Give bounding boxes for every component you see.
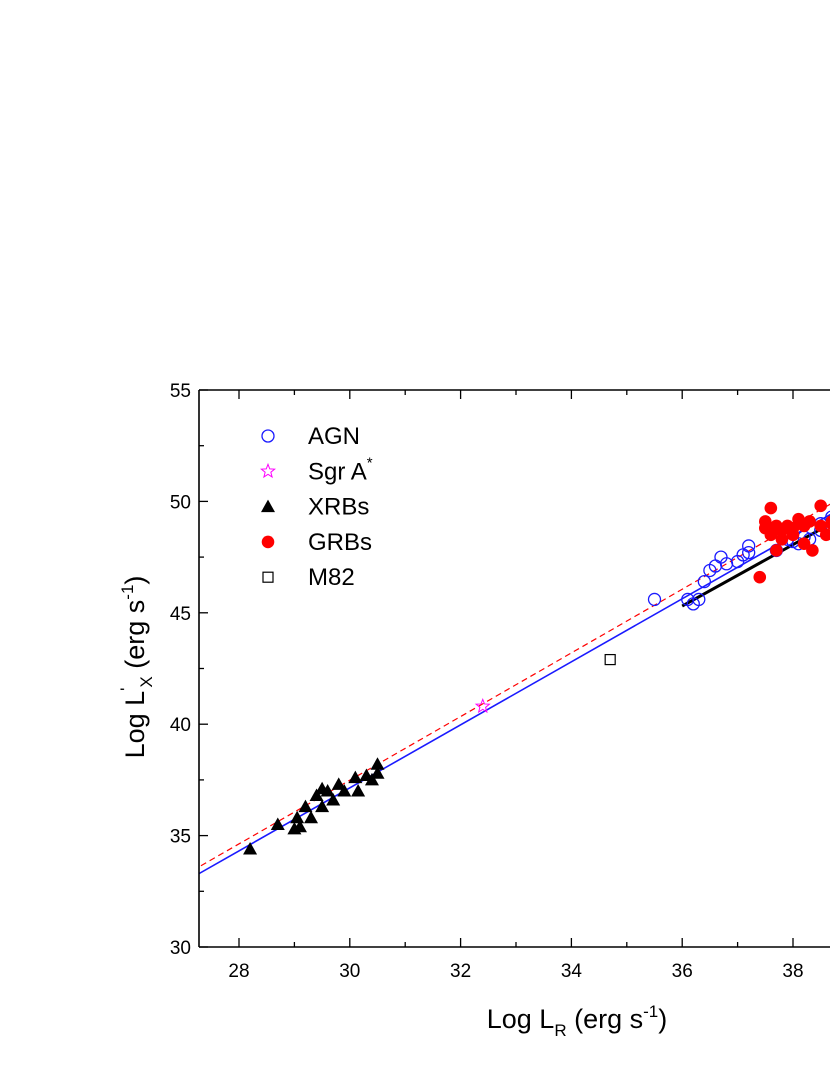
- x-tick-label: 30: [339, 961, 360, 982]
- x-tick-label: 34: [561, 961, 583, 982]
- legend-marker: [260, 462, 276, 479]
- x-tick-label: 28: [228, 961, 249, 982]
- data-point: [315, 799, 330, 813]
- legend-label: AGN: [308, 423, 360, 450]
- data-point: [803, 515, 816, 528]
- data-point: [348, 770, 363, 784]
- data-point: [331, 777, 346, 790]
- data-point: [326, 792, 341, 806]
- data-point: [243, 841, 258, 855]
- x-tick-label: 32: [450, 961, 471, 982]
- legend-marker: [262, 571, 274, 583]
- data-point: [742, 539, 756, 553]
- data-point: [351, 784, 366, 797]
- y-axis-title: Log L'X (erg s-1): [117, 576, 156, 759]
- data-point: [304, 810, 319, 824]
- y-tick-label: 50: [170, 492, 191, 513]
- axes: 28303234363840303540455055: [170, 381, 830, 982]
- data-point: [775, 532, 789, 546]
- data-point: [759, 515, 772, 528]
- legend-label: M82: [308, 564, 355, 591]
- series-sgr-a-: [474, 697, 491, 714]
- data-point: [270, 817, 285, 830]
- series-grbs: [753, 499, 830, 584]
- data-point: [806, 544, 819, 557]
- series-xrbs: [243, 757, 385, 855]
- data-point: [370, 757, 385, 770]
- data-point: [770, 544, 783, 557]
- legend-entry: Sgr A*: [260, 454, 373, 485]
- data-point: [474, 697, 491, 714]
- data-point: [370, 766, 385, 779]
- data-point: [298, 799, 313, 813]
- data-point: [692, 592, 706, 607]
- data-point: [337, 784, 352, 797]
- legend-entry: GRBs: [261, 529, 372, 556]
- legend-entry: M82: [262, 564, 355, 591]
- legend-entry: AGN: [261, 423, 360, 450]
- legend-label: XRBs: [308, 494, 369, 521]
- fit-lines: [199, 503, 830, 875]
- y-tick-label: 45: [170, 604, 191, 625]
- data-point: [814, 499, 827, 513]
- data-point: [825, 510, 830, 524]
- y-tick-label: 40: [170, 715, 191, 736]
- fit-line-solid: [199, 513, 830, 875]
- x-tick-label: 38: [782, 961, 803, 982]
- legend-label: Sgr A*: [308, 454, 373, 485]
- data-point: [819, 528, 830, 542]
- fit-line-dashed: [199, 503, 830, 868]
- legend-entry: XRBs: [261, 494, 369, 521]
- data-point: [364, 772, 379, 786]
- data-point: [742, 545, 756, 560]
- data-point: [764, 501, 778, 515]
- data-point: [604, 653, 616, 666]
- data-points: [243, 499, 830, 855]
- data-point: [753, 570, 767, 584]
- legend-marker: [261, 499, 275, 513]
- x-axis-title: Log LR (erg s-1): [487, 1002, 668, 1040]
- y-tick-label: 55: [170, 381, 191, 402]
- data-point: [320, 784, 335, 797]
- data-point: [292, 819, 307, 833]
- x-tick-label: 36: [672, 961, 693, 982]
- series-m82: [604, 653, 616, 666]
- y-tick-label: 35: [170, 827, 191, 848]
- data-point: [647, 592, 662, 607]
- legend: AGN Sgr A* XRBs GRBs M82: [260, 423, 373, 591]
- data-point: [290, 810, 305, 824]
- data-point: [825, 517, 830, 530]
- legend-marker: [261, 535, 275, 549]
- y-tick-label: 30: [170, 938, 191, 959]
- legend-label: GRBs: [308, 529, 372, 556]
- data-point: [309, 788, 324, 801]
- data-point: [697, 574, 712, 589]
- legend-marker: [261, 429, 275, 443]
